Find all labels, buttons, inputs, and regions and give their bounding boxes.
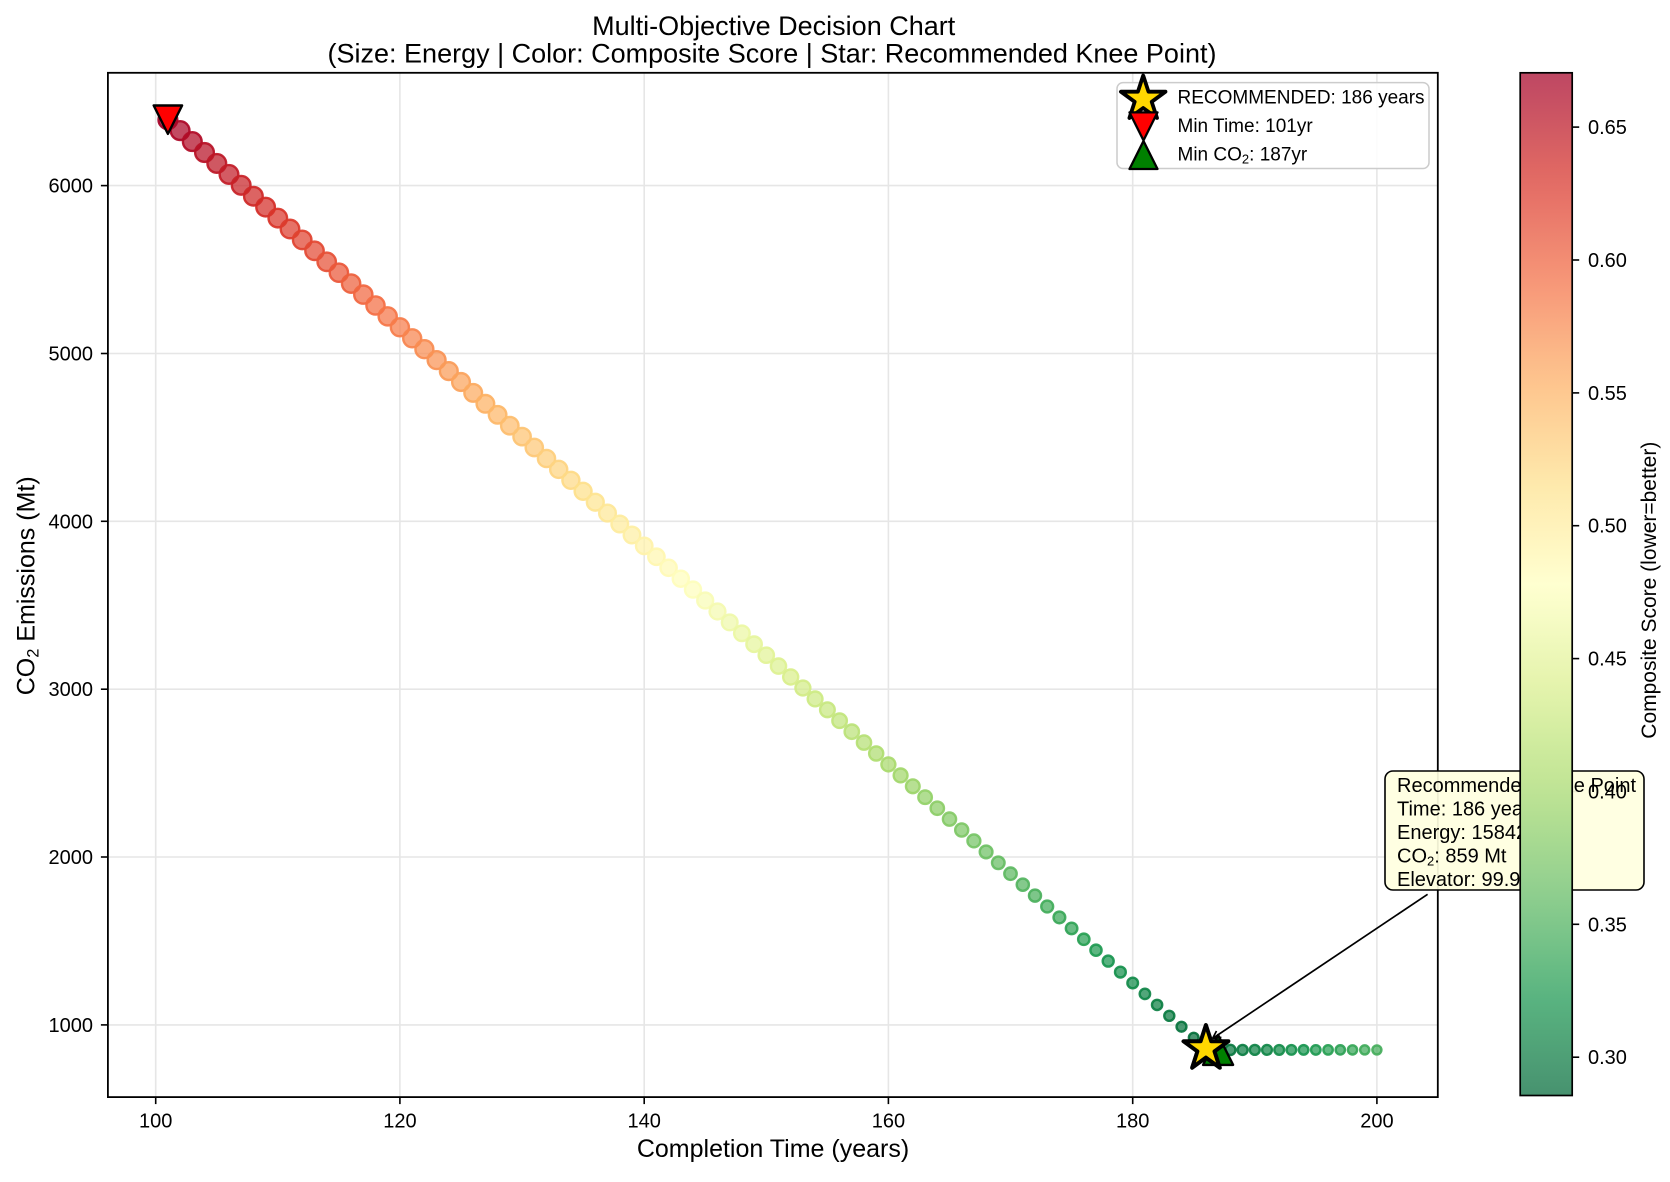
svg-text:5000: 5000 [49, 344, 94, 366]
svg-text:120: 120 [383, 1111, 416, 1133]
svg-text:0.50: 0.50 [1588, 516, 1627, 538]
svg-text:160: 160 [872, 1111, 905, 1133]
svg-text:0.60: 0.60 [1588, 250, 1627, 272]
svg-text:0.30: 0.30 [1588, 1047, 1627, 1069]
svg-text:CO2 Emissions (Mt): CO2 Emissions (Mt) [13, 476, 43, 695]
svg-text:Completion Time (years): Completion Time (years) [637, 1135, 909, 1163]
svg-text:100: 100 [139, 1111, 172, 1133]
svg-text:0.45: 0.45 [1588, 649, 1627, 671]
svg-text:140: 140 [628, 1111, 661, 1133]
svg-text:1000: 1000 [49, 1015, 94, 1037]
svg-text:CO2: 859 Mt: CO2: 859 Mt [1397, 846, 1507, 869]
svg-text:Time: 186 years: Time: 186 years [1397, 799, 1540, 821]
svg-text:180: 180 [1116, 1111, 1149, 1133]
svg-text:0.40: 0.40 [1588, 782, 1627, 804]
svg-text:3000: 3000 [49, 679, 94, 701]
svg-text:Elevator: 99.9%: Elevator: 99.9% [1397, 869, 1538, 891]
svg-text:0.35: 0.35 [1588, 914, 1627, 936]
svg-text:Min Time: 101yr: Min Time: 101yr [1178, 116, 1314, 137]
svg-text:(Size: Energy | Color: Composi: (Size: Energy | Color: Composite Score |… [328, 39, 1217, 69]
svg-text:Recommended Knee Point: Recommended Knee Point [1397, 775, 1636, 797]
svg-text:0.55: 0.55 [1588, 383, 1627, 405]
svg-text:RECOMMENDED: 186 years: RECOMMENDED: 186 years [1178, 88, 1425, 109]
svg-text:Energy: 15842 PJ: Energy: 15842 PJ [1397, 822, 1556, 844]
svg-text:200: 200 [1360, 1111, 1393, 1133]
svg-text:Min CO2: 187yr: Min CO2: 187yr [1178, 145, 1308, 167]
svg-text:Composite Score (lower=better): Composite Score (lower=better) [1638, 442, 1661, 739]
svg-text:6000: 6000 [49, 176, 94, 198]
svg-text:0.65: 0.65 [1588, 117, 1627, 139]
svg-text:4000: 4000 [49, 511, 94, 533]
svg-text:Multi-Objective Decision Chart: Multi-Objective Decision Chart [592, 11, 956, 41]
svg-text:2000: 2000 [49, 847, 94, 869]
